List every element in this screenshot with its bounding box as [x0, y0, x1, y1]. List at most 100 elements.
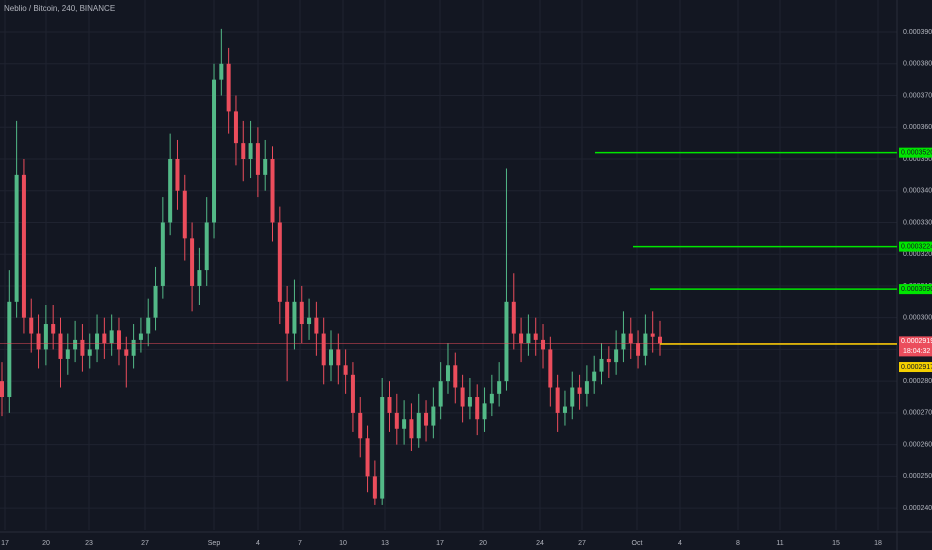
candle-body [124, 349, 129, 356]
candle-body [241, 143, 246, 159]
candle-body [424, 412, 429, 426]
candle-body [416, 412, 421, 439]
candle-body [526, 333, 531, 344]
candle-body [95, 333, 100, 350]
x-tick-label: 4 [256, 540, 260, 547]
candle-body [497, 381, 502, 394]
candle-body [562, 406, 567, 413]
candle-body [636, 343, 641, 356]
x-tick-label: 4 [678, 540, 682, 547]
level-label-box [899, 284, 932, 295]
candle-body [365, 438, 370, 477]
candle-body [475, 397, 480, 420]
x-tick-label: 18 [874, 540, 882, 547]
candle-body [650, 333, 655, 337]
candle-body [14, 174, 19, 302]
grid [0, 0, 897, 530]
plot [0, 28, 662, 505]
candle-body [233, 111, 238, 144]
candle-body [343, 365, 348, 375]
x-tick-label: Sep [208, 540, 221, 547]
candle-body [584, 381, 589, 394]
candle-body [482, 403, 487, 420]
x-tick-label: 11 [776, 540, 783, 547]
candle-body [51, 324, 56, 334]
candle-body [307, 317, 312, 325]
candle-body [29, 317, 34, 334]
candle-body [190, 238, 195, 286]
candle-body [533, 333, 538, 340]
candle-body [606, 358, 611, 363]
candle-body [321, 333, 326, 366]
candle-body [248, 143, 253, 159]
x-tick-label: Oct [632, 540, 643, 547]
x-tick-label: 8 [736, 540, 740, 547]
candle-body [109, 330, 114, 344]
candle-body [314, 317, 319, 334]
candle-body [592, 371, 597, 382]
candle-body [445, 365, 450, 382]
x-tick-label: 27 [141, 540, 149, 547]
candle-body [621, 333, 626, 350]
candle-body [431, 406, 436, 426]
candle-body [263, 159, 268, 175]
candle-body [43, 324, 48, 350]
candle-body [555, 387, 560, 413]
candle-body [577, 387, 582, 394]
x-tick-label: 20 [42, 540, 50, 547]
candle-body [102, 333, 107, 344]
candle-body [182, 190, 187, 239]
candle-body [219, 63, 224, 80]
candle-body [65, 349, 70, 359]
candle-body [153, 285, 158, 318]
level-label-box [899, 241, 932, 252]
candle-body [599, 358, 604, 372]
x-tick-label: 10 [339, 540, 347, 547]
candle-body [380, 397, 385, 499]
candle-body [255, 143, 260, 175]
candle-body [226, 63, 231, 112]
x-tick-label: 13 [381, 540, 389, 547]
candle-body [131, 339, 136, 356]
x-tick-label: 7 [298, 540, 302, 547]
candle-body [285, 301, 290, 334]
candle-body [0, 381, 4, 398]
candle-body [299, 301, 304, 325]
candle-body [138, 333, 143, 340]
candle-body [467, 397, 472, 407]
candle-body [643, 333, 648, 356]
candle-body [548, 349, 553, 388]
candle-body [489, 393, 494, 404]
candle-body [160, 222, 165, 286]
candle-body [358, 412, 363, 439]
candle-body [350, 374, 355, 413]
candle-body [146, 317, 151, 334]
candle-body [36, 333, 41, 350]
candle-body [336, 349, 341, 366]
candle-body [519, 333, 524, 344]
candle-body [658, 336, 662, 344]
candle-body [212, 79, 217, 223]
candle-body [329, 349, 333, 366]
candle-body [270, 159, 275, 223]
candle-body [387, 397, 392, 413]
level-label-box [899, 362, 932, 373]
candle-body [628, 333, 633, 344]
candle-body [21, 174, 26, 318]
candle-body [453, 365, 458, 388]
x-tick-label: 23 [85, 540, 93, 547]
x-tick-label: 24 [536, 540, 544, 547]
chart-title: Neblio / Bitcoin, 240, BINANCE [4, 4, 115, 13]
candle-body [175, 159, 180, 191]
candle-body [438, 381, 443, 407]
